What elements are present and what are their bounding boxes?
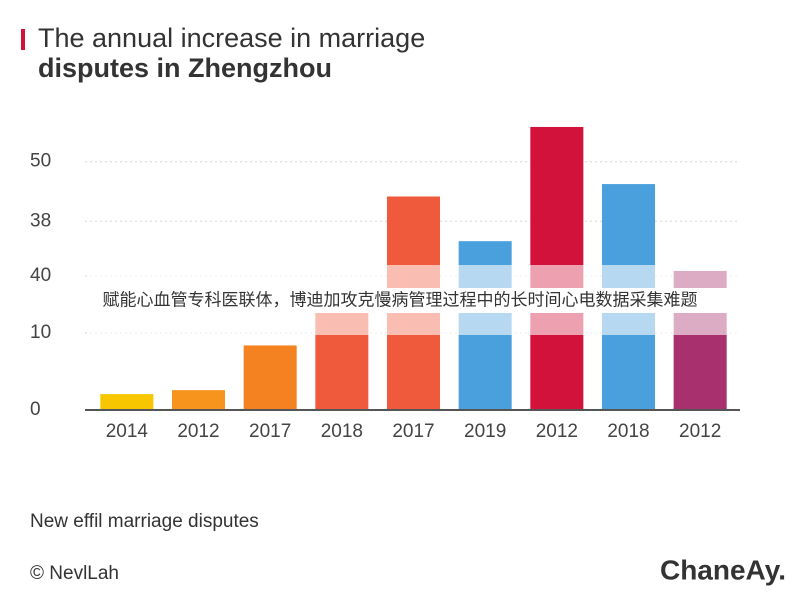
- y-tick-label: 10: [30, 322, 51, 343]
- x-tick-label: 2017: [392, 421, 434, 442]
- title-accent: [21, 29, 25, 50]
- y-tick-label: 40: [30, 265, 51, 286]
- bar: [171, 390, 226, 410]
- chart-title: disputes in Zhengzhou: [38, 53, 332, 83]
- x-tick-label: 2012: [679, 421, 721, 442]
- x-tick-label: 2018: [321, 421, 363, 442]
- credit: © NevlLah: [30, 563, 119, 584]
- banner-overlay: 赋能心血管专科医联体，博迪加攻克慢病管理过程中的长时间心电数据采集难题: [0, 265, 800, 335]
- x-tick-label: 2012: [536, 421, 578, 442]
- x-tick-label: 2012: [177, 421, 219, 442]
- logo: ChaneAy.: [660, 554, 786, 585]
- x-tick-label: 2018: [607, 421, 649, 442]
- bar: [243, 345, 297, 410]
- banner-strip: [0, 288, 800, 313]
- x-tick-label: 2019: [464, 421, 506, 442]
- y-tick-label: 0: [30, 399, 41, 420]
- banner-text: 赋能心血管专科医联体，博迪加攻克慢病管理过程中的长时间心电数据采集难题: [103, 289, 698, 309]
- y-tick-label: 38: [30, 210, 51, 231]
- bar: [100, 394, 154, 410]
- chart-title: The annual increase in marriage: [38, 23, 425, 53]
- legend-note: New effil marriage disputes: [30, 511, 259, 532]
- x-tick-label: 2017: [249, 421, 291, 442]
- y-tick-label: 50: [30, 151, 51, 172]
- x-tick-label: 2014: [106, 421, 149, 442]
